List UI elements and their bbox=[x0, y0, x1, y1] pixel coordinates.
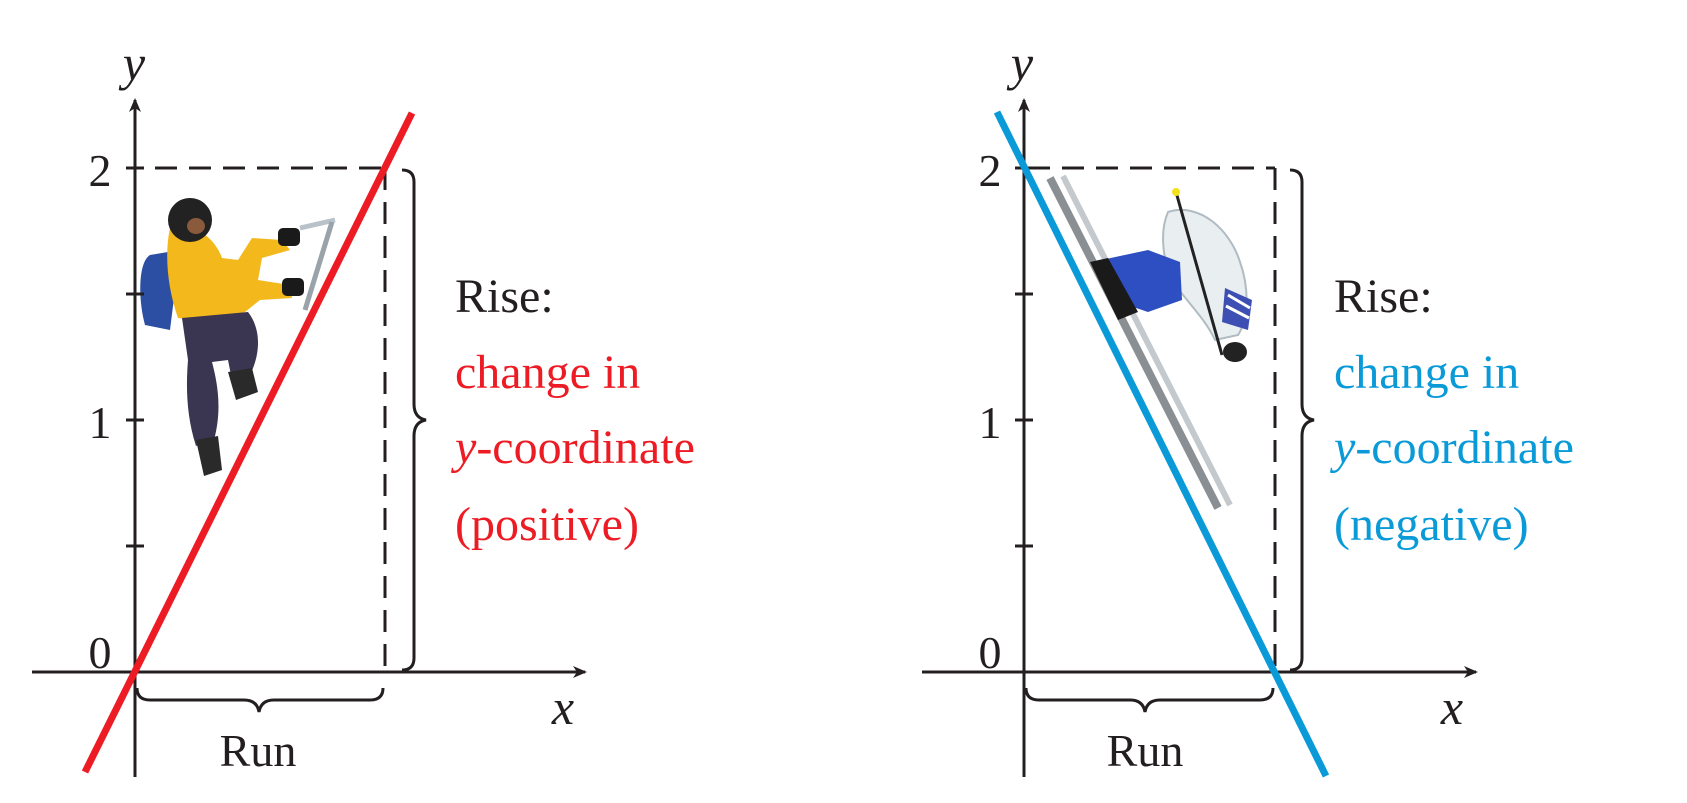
left-rising-line bbox=[81, 111, 416, 774]
left-rise-line2-italic: y bbox=[450, 421, 477, 474]
right-rise-line1: change in bbox=[1334, 346, 1519, 399]
left-rise-line2-rest: -coordinate bbox=[476, 421, 695, 474]
right-rise-line2-rest: -coordinate bbox=[1355, 421, 1574, 474]
right-rise-line2-italic: y bbox=[1329, 421, 1356, 474]
right-rise-brace bbox=[1289, 168, 1315, 672]
left-x-axis-label: x bbox=[551, 679, 574, 735]
left-rise-line1: change in bbox=[455, 346, 640, 399]
right-rise-line2: y-coordinate bbox=[1329, 421, 1574, 474]
left-tick-label-1: 1 bbox=[89, 397, 112, 448]
right-tick-label-2: 2 bbox=[979, 145, 1002, 196]
left-run-brace bbox=[135, 687, 385, 713]
right-run-label: Run bbox=[1107, 725, 1184, 776]
left-tick-label-0: 0 bbox=[89, 627, 112, 678]
right-tick-label-1: 1 bbox=[979, 397, 1002, 448]
left-rise-line2: y-coordinate bbox=[450, 421, 695, 474]
left-tick-label-2: 2 bbox=[89, 145, 112, 196]
ice-climber-icon bbox=[140, 198, 336, 476]
left-run-label: Run bbox=[220, 725, 297, 776]
right-x-axis-label: x bbox=[1440, 679, 1463, 735]
left-rise-brace bbox=[401, 168, 427, 672]
right-rise-line3: (negative) bbox=[1334, 498, 1529, 551]
left-rise-line3: (positive) bbox=[455, 498, 639, 551]
skier-icon bbox=[1046, 174, 1252, 510]
left-rise-label: Rise: bbox=[455, 270, 554, 323]
right-y-axis-label: y bbox=[1006, 35, 1034, 91]
right-falling-line bbox=[993, 110, 1330, 778]
right-run-brace bbox=[1024, 687, 1275, 713]
left-y-axis-label: y bbox=[118, 35, 146, 91]
right-panel: 2 1 0 y x Run Rise: change in y-coordina… bbox=[922, 35, 1574, 778]
right-tick-label-0: 0 bbox=[979, 627, 1002, 678]
left-panel: 2 1 0 y x Run Rise: change in y-coordina… bbox=[32, 35, 695, 777]
right-rise-label: Rise: bbox=[1334, 270, 1433, 323]
